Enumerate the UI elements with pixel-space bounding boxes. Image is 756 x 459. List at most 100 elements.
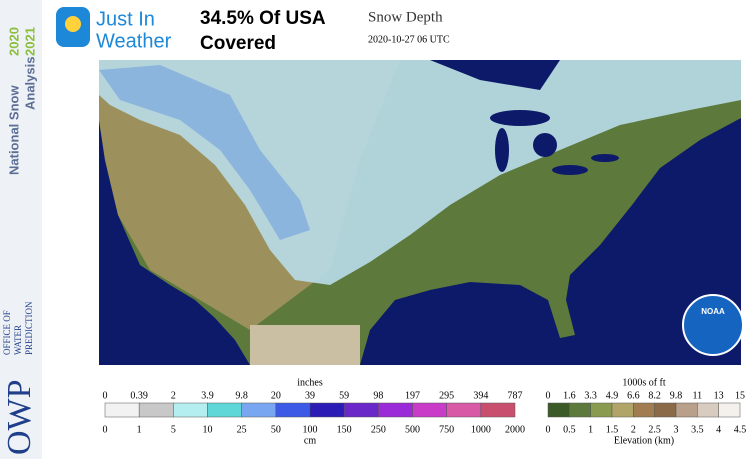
noaa-text: NOAA [701, 307, 725, 316]
lake [591, 154, 619, 162]
legend-label: 100 [303, 424, 318, 435]
sidebar-title: National Snow [6, 85, 21, 175]
legend-label: 0 [546, 390, 551, 401]
color-swatch [104, 402, 140, 418]
legend-label: 150 [337, 424, 352, 435]
color-swatch [343, 402, 379, 418]
legend-label: 9.8 [670, 390, 683, 401]
logo: Just In Weather [56, 7, 172, 52]
legend-label: 5 [171, 424, 176, 435]
color-swatch [569, 402, 591, 418]
color-swatch [138, 402, 174, 418]
lake [533, 133, 557, 157]
legend-label: 394 [473, 390, 488, 401]
snow-deep [99, 65, 310, 240]
legend-label: 10 [203, 424, 213, 435]
noaa-logo [682, 294, 744, 356]
legend-label: 750 [439, 424, 454, 435]
legend-label: 1 [588, 424, 593, 435]
legend-label: 500 [405, 424, 420, 435]
color-swatch [633, 402, 655, 418]
sidebar-year: 2020 [6, 27, 21, 56]
legend-label: 3.5 [691, 424, 704, 435]
legend-label: 39 [305, 390, 315, 401]
headline: 34.5% Of USA [200, 8, 326, 29]
legend-label: 11 [693, 390, 703, 401]
map: NOAA [99, 60, 744, 365]
headline: Covered [200, 33, 276, 54]
office-line: OFFICE OF [2, 310, 12, 355]
color-swatch [611, 402, 634, 418]
legend-unit: 1000s of ft [622, 377, 666, 388]
lake [490, 110, 550, 126]
sidebar-title: Analysis [22, 57, 37, 110]
legend-label: 0.5 [563, 424, 576, 435]
valid-time: 2020-10-27 06 UTC [368, 34, 450, 45]
legend-label: 197 [405, 390, 420, 401]
legend-label: 1 [137, 424, 142, 435]
color-swatch [173, 402, 208, 418]
color-swatch [675, 402, 698, 418]
legend-label: 98 [373, 390, 383, 401]
color-swatch [412, 402, 447, 418]
color-swatch [207, 402, 242, 418]
color-swatch [378, 402, 413, 418]
legend-label: 2.5 [648, 424, 661, 435]
legend-label: 59 [339, 390, 349, 401]
logo-sun [65, 16, 81, 32]
legend-label: 13 [714, 390, 724, 401]
legend-label: 787 [508, 390, 523, 401]
color-swatch [654, 402, 677, 418]
color-swatch [718, 402, 741, 418]
legend-label: 295 [439, 390, 454, 401]
legend-label: 1000 [471, 424, 491, 435]
color-swatch [590, 402, 613, 418]
color-swatch [480, 402, 516, 418]
legend-unit: cm [304, 435, 316, 446]
legend-label: 0.39 [130, 390, 148, 401]
legend-label: 3.3 [584, 390, 597, 401]
hudson-bay [430, 60, 560, 90]
color-swatch [309, 402, 345, 418]
color-swatch [697, 402, 719, 418]
legend-label: 3 [674, 424, 679, 435]
legend-label: 1.6 [563, 390, 576, 401]
legend-label: 4.5 [734, 424, 747, 435]
owp-logo: OWP [1, 379, 38, 455]
legend-label: 8.2 [648, 390, 661, 401]
legend-label: 9.8 [235, 390, 248, 401]
legend-label: 4.9 [606, 390, 619, 401]
logo-text: Weather [96, 30, 172, 52]
legend-unit: inches [297, 377, 323, 388]
legend-label: 0 [546, 424, 551, 435]
legend-label: 4 [716, 424, 721, 435]
legend-label: 20 [271, 390, 281, 401]
legend-label: 0 [103, 424, 108, 435]
snow-legend: inches cm 000.391253.9109.82520503910059… [103, 377, 526, 446]
legend-label: 2000 [505, 424, 525, 435]
legend-label: 1.5 [606, 424, 619, 435]
legend-label: 2 [171, 390, 176, 401]
color-swatch [275, 402, 311, 418]
office-line: PREDICTION [24, 301, 34, 355]
legend-label: 6.6 [627, 390, 640, 401]
logo-text: Just In [96, 8, 155, 30]
product-title: Snow Depth [368, 9, 443, 25]
legend-label: 250 [371, 424, 386, 435]
color-swatch [446, 402, 482, 418]
sidebar [0, 0, 42, 459]
legend-label: 3.9 [201, 390, 214, 401]
legend-label: 50 [271, 424, 281, 435]
color-swatch [241, 402, 277, 418]
legend-label: 2 [631, 424, 636, 435]
legend-label: 25 [237, 424, 247, 435]
lake [552, 165, 588, 175]
sidebar-year: 2021 [22, 27, 37, 56]
snow-cover [99, 60, 741, 285]
legend-label: 0 [103, 390, 108, 401]
legend-label: 15 [735, 390, 745, 401]
mexico [250, 325, 360, 365]
elevation-legend: 1000s of ft Elevation (km) 0 0 1.6 0.5 3.3 1 4… [546, 377, 747, 446]
lake [495, 128, 509, 172]
